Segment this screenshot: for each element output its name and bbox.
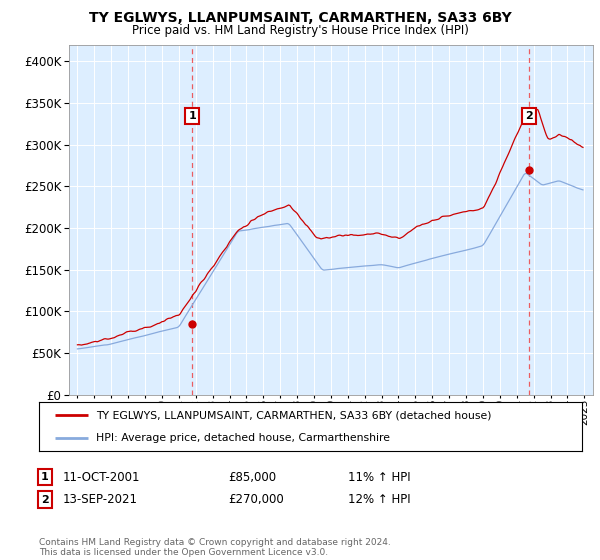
Text: £270,000: £270,000 [228,493,284,506]
Text: Contains HM Land Registry data © Crown copyright and database right 2024.
This d: Contains HM Land Registry data © Crown c… [39,538,391,557]
Text: 2: 2 [41,494,49,505]
Text: 1: 1 [41,472,49,482]
Text: 11-OCT-2001: 11-OCT-2001 [63,470,140,484]
Text: 1: 1 [188,111,196,120]
Text: 12% ↑ HPI: 12% ↑ HPI [348,493,410,506]
Text: TY EGLWYS, LLANPUMSAINT, CARMARTHEN, SA33 6BY (detached house): TY EGLWYS, LLANPUMSAINT, CARMARTHEN, SA3… [96,410,491,421]
Text: £85,000: £85,000 [228,470,276,484]
Text: 13-SEP-2021: 13-SEP-2021 [63,493,138,506]
Text: Price paid vs. HM Land Registry's House Price Index (HPI): Price paid vs. HM Land Registry's House … [131,24,469,36]
Text: 11% ↑ HPI: 11% ↑ HPI [348,470,410,484]
Text: HPI: Average price, detached house, Carmarthenshire: HPI: Average price, detached house, Carm… [96,433,390,444]
Text: 2: 2 [525,111,533,120]
Text: TY EGLWYS, LLANPUMSAINT, CARMARTHEN, SA33 6BY: TY EGLWYS, LLANPUMSAINT, CARMARTHEN, SA3… [89,11,511,25]
